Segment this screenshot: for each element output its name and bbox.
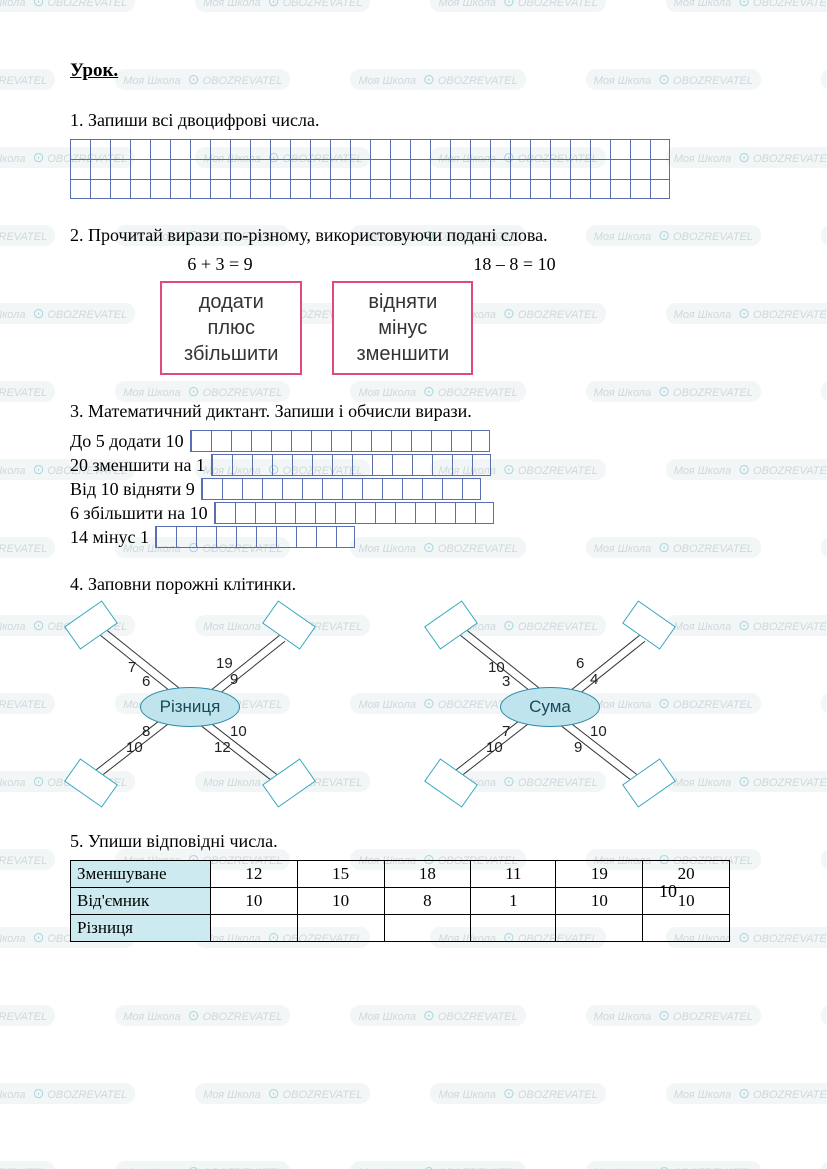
table-cell: 12	[211, 861, 298, 888]
dictation-answer-grid[interactable]	[211, 454, 491, 476]
spider-difference: 761991081210Різниця	[70, 605, 310, 805]
dictation-label: Від 10 відняти 9	[70, 479, 201, 500]
spider-value: 3	[502, 673, 510, 690]
dictation-line: 14 мінус 1	[70, 526, 757, 548]
dictation-answer-grid[interactable]	[190, 430, 490, 452]
spider-center-label: Сума	[500, 687, 600, 727]
table-cell: 1	[471, 888, 556, 915]
spider-value: 4	[590, 671, 598, 688]
task-1-text: 1. Запиши всі двоцифрові числа.	[70, 110, 757, 131]
dictation-answer-grid[interactable]	[201, 478, 481, 500]
dictation-label: До 5 додати 10	[70, 431, 190, 452]
table-row: Від'ємник1010811010	[71, 888, 730, 915]
dictation-line: 20 зменшити на 1	[70, 454, 757, 476]
table-cell: 11	[471, 861, 556, 888]
table-cell: 8	[384, 888, 471, 915]
task-1: 1. Запиши всі двоцифрові числа.	[70, 110, 757, 199]
dictation-line: Від 10 відняти 9	[70, 478, 757, 500]
word-box-add: додати плюс збільшити	[160, 281, 302, 375]
dictation-answer-grid[interactable]	[155, 526, 355, 548]
table-cell[interactable]	[384, 915, 471, 942]
dictation-label: 20 зменшити на 1	[70, 455, 211, 476]
lesson-title: Урок.	[70, 60, 757, 82]
spider-value: 10	[126, 739, 143, 756]
dictation-line: 6 збільшити на 10	[70, 502, 757, 524]
table-row-header: Різниця	[71, 915, 211, 942]
page-content: Урок. 1. Запиши всі двоцифрові числа. 2.…	[70, 60, 757, 942]
table-cell: 10	[297, 888, 384, 915]
spider-value: 8	[142, 723, 150, 740]
spider-sum: 10364107910Сума	[430, 605, 670, 805]
dictation-answer-grid[interactable]	[214, 502, 494, 524]
task-2-text: 2. Прочитай вирази по-різному, використо…	[70, 225, 757, 246]
task-4: 4. Заповни порожні клітинки. 76199108121…	[70, 574, 757, 805]
spider-value: 10	[230, 723, 247, 740]
table-cell[interactable]	[643, 915, 730, 942]
dictation-line: До 5 додати 10	[70, 430, 757, 452]
table-cell: 10	[643, 888, 730, 915]
task-2-eq1: 6 + 3 = 9	[70, 254, 370, 275]
task-5: 5. Упиши відповідні числа. Зменшуване121…	[70, 831, 757, 942]
task-2-eq2: 18 – 8 = 10	[375, 254, 655, 275]
page-number: 10	[659, 881, 677, 902]
spider-value: 10	[590, 723, 607, 740]
spider-value: 6	[576, 655, 584, 672]
task-1-answer-grid[interactable]	[70, 139, 670, 199]
task-5-text: 5. Упиши відповідні числа.	[70, 831, 757, 852]
spider-value: 6	[142, 673, 150, 690]
table-cell: 10	[211, 888, 298, 915]
task-4-text: 4. Заповни порожні клітинки.	[70, 574, 757, 595]
table-cell: 15	[297, 861, 384, 888]
table-cell[interactable]	[297, 915, 384, 942]
spider-value: 7	[502, 723, 510, 740]
table-row: Різниця	[71, 915, 730, 942]
spider-value: 9	[574, 739, 582, 756]
table-cell[interactable]	[556, 915, 643, 942]
spider-value: 19	[216, 655, 233, 672]
task-3-text: 3. Математичний диктант. Запиши і обчисл…	[70, 401, 757, 422]
task-2: 2. Прочитай вирази по-різному, використо…	[70, 225, 757, 375]
table-row: Зменшуване121518111920	[71, 861, 730, 888]
table-cell[interactable]	[211, 915, 298, 942]
word-box-sub: відняти мінус зменшити	[332, 281, 473, 375]
table-cell: 10	[556, 888, 643, 915]
subtraction-table: Зменшуване121518111920Від'ємник101081101…	[70, 860, 730, 942]
table-cell: 18	[384, 861, 471, 888]
spider-value: 7	[128, 659, 136, 676]
table-row-header: Від'ємник	[71, 888, 211, 915]
table-cell[interactable]	[471, 915, 556, 942]
spider-value: 10	[486, 739, 503, 756]
spider-center-label: Різниця	[140, 687, 240, 727]
dictation-label: 14 мінус 1	[70, 527, 155, 548]
dictation-label: 6 збільшити на 10	[70, 503, 214, 524]
table-row-header: Зменшуване	[71, 861, 211, 888]
table-cell: 20	[643, 861, 730, 888]
spider-value: 9	[230, 671, 238, 688]
spider-value: 12	[214, 739, 231, 756]
task-3: 3. Математичний диктант. Запиши і обчисл…	[70, 401, 757, 548]
table-cell: 19	[556, 861, 643, 888]
